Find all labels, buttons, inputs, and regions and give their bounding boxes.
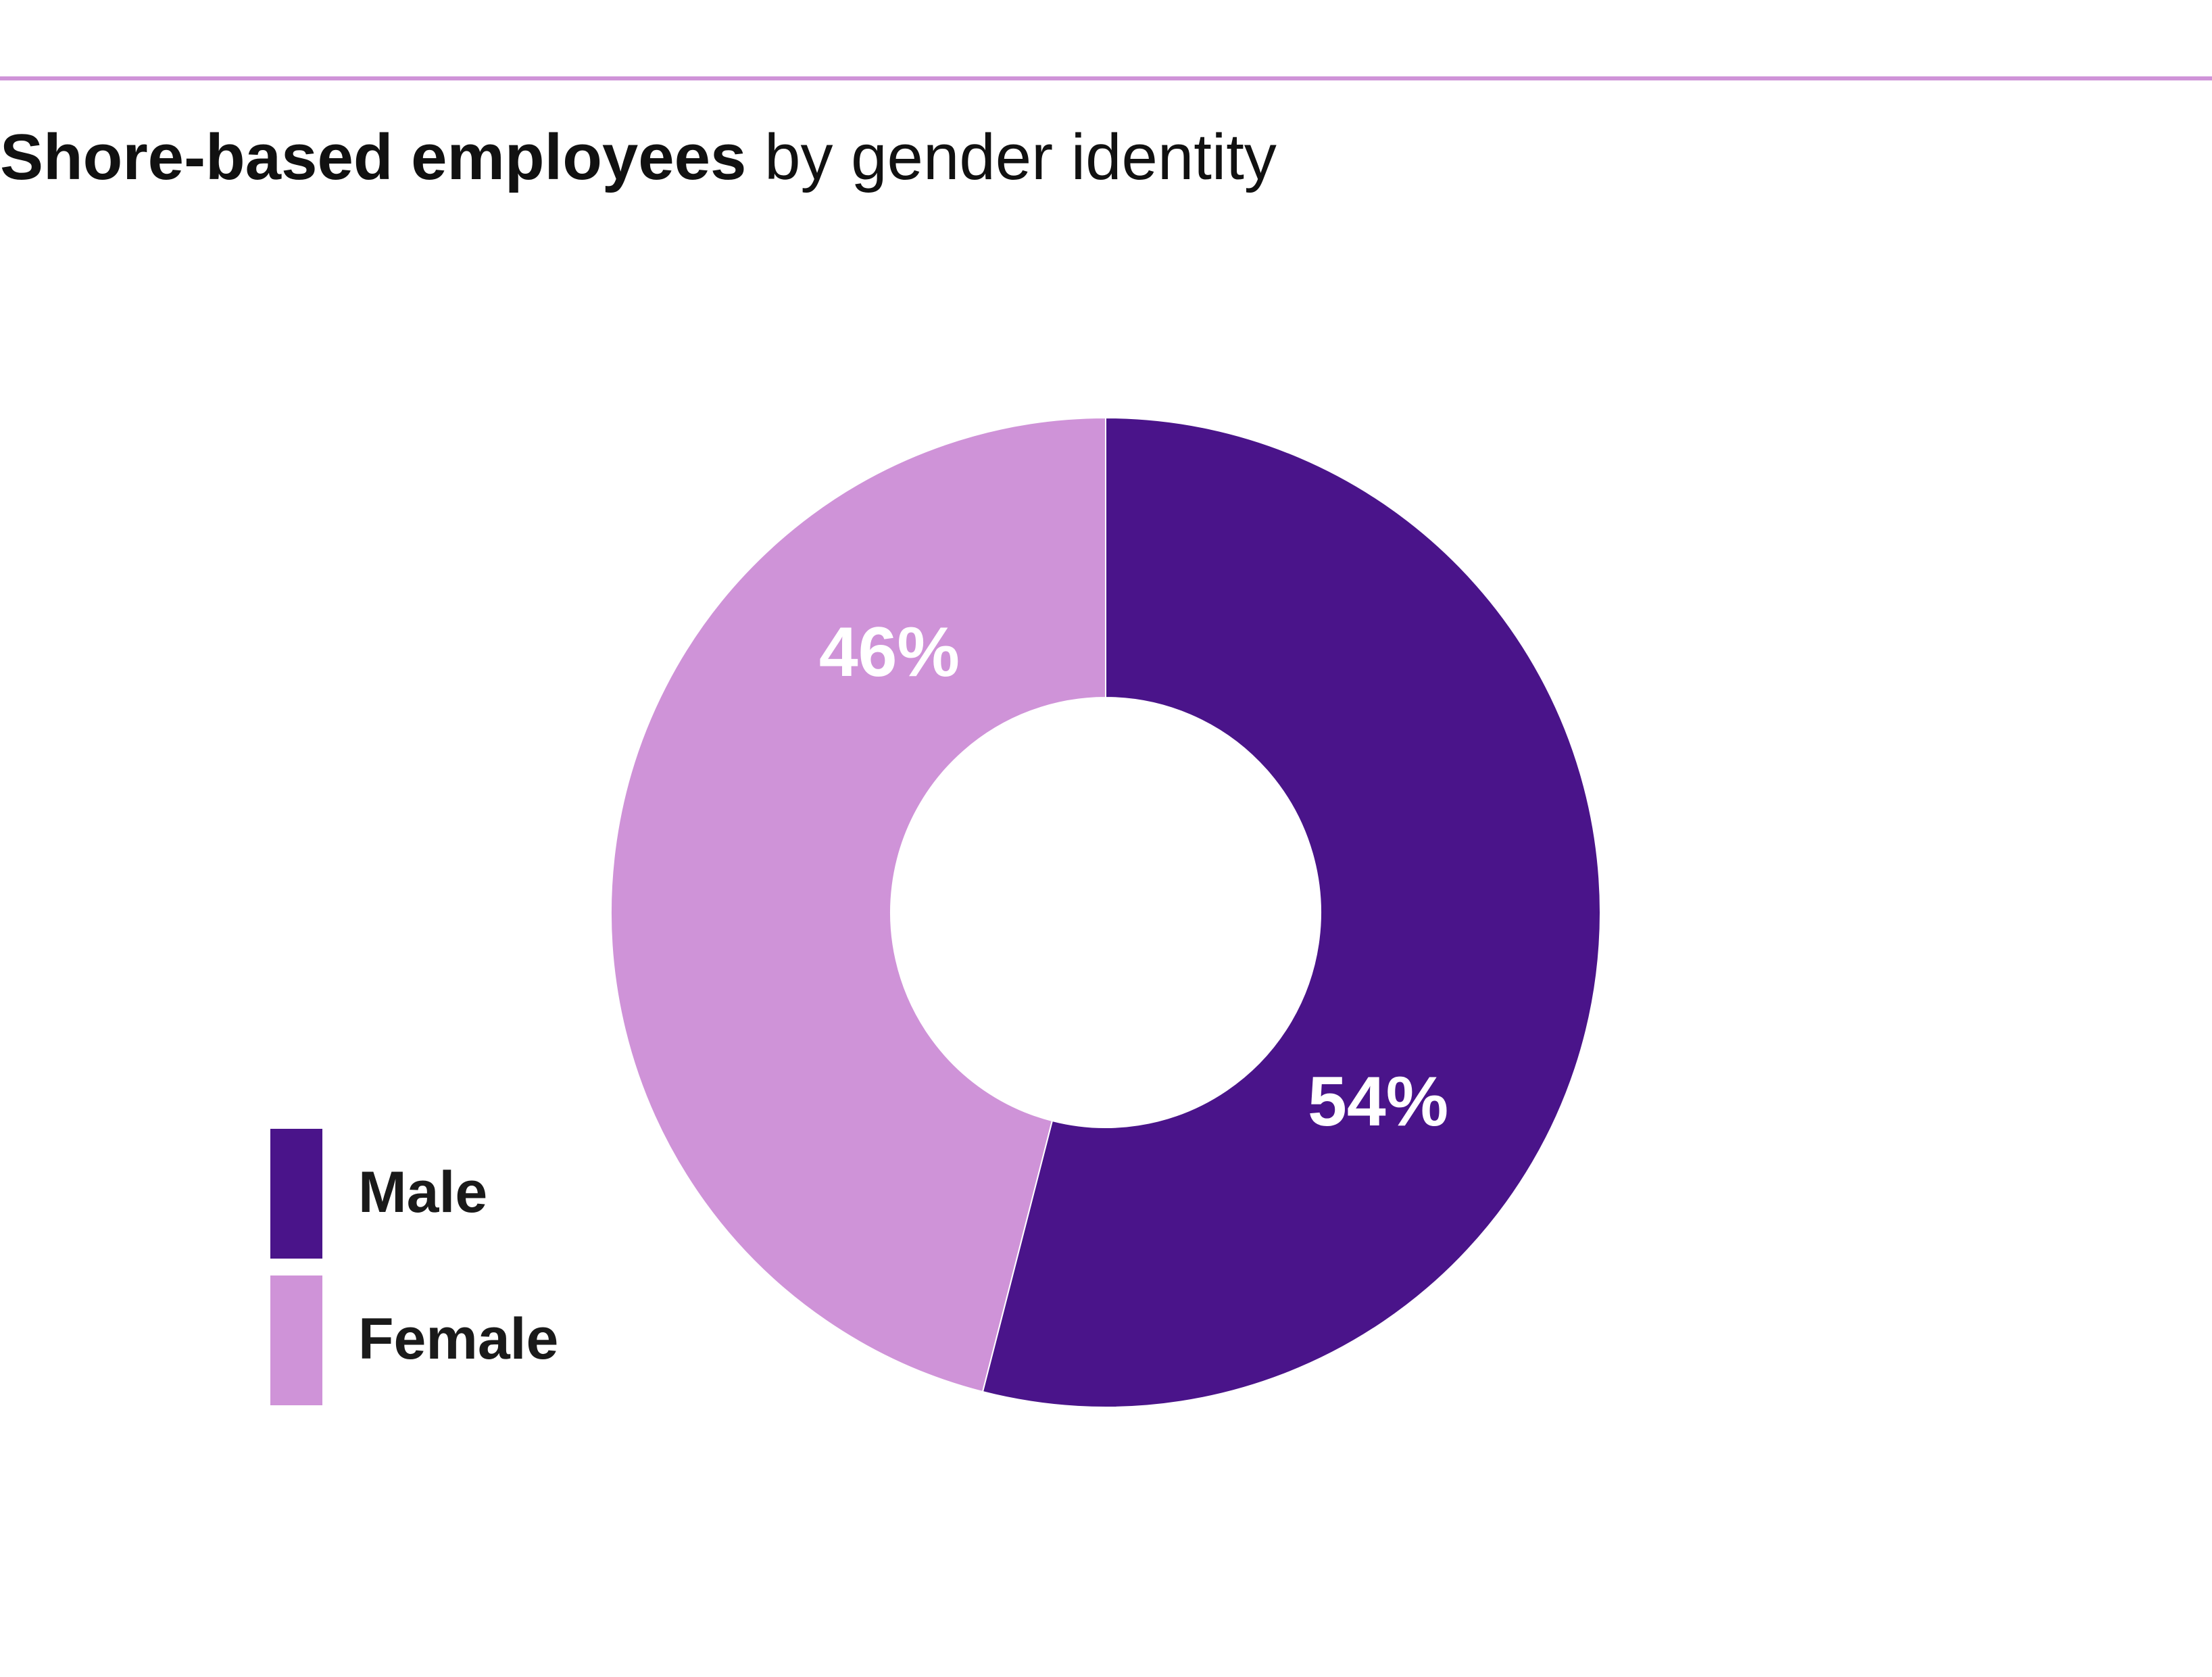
donut-slice-female <box>610 416 1106 1393</box>
donut-slices <box>610 416 1601 1408</box>
legend-label-female: Female <box>358 1307 559 1371</box>
legend-swatch-male <box>270 1129 322 1259</box>
slice-labels: 54% 46% <box>819 613 1448 1141</box>
slice-label-male: 54% <box>1308 1063 1448 1141</box>
slice-label-female: 46% <box>819 613 960 691</box>
chart-title-bold: Shore-based employees <box>0 121 747 193</box>
chart-title-regular: by gender identity <box>764 121 1277 193</box>
legend-label-male: Male <box>358 1160 488 1225</box>
donut-slice-male <box>981 416 1601 1408</box>
top-divider <box>0 76 2212 80</box>
legend-item-male: Male <box>270 1129 811 1259</box>
legend-item-female: Female <box>270 1275 811 1405</box>
legend-swatch-female <box>270 1275 322 1405</box>
chart-title: Shore-based employees by gender identity <box>0 120 1277 195</box>
